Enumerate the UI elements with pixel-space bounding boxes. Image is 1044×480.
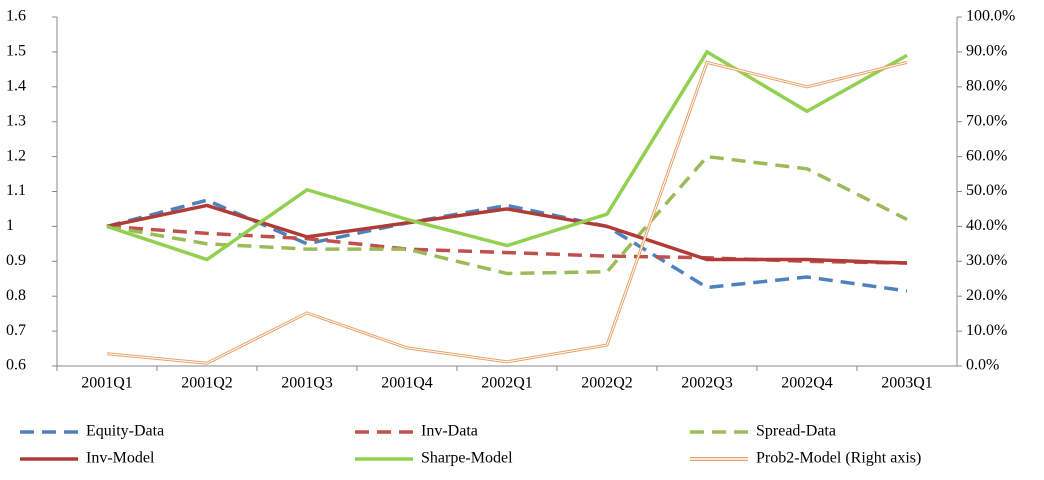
y2-tick-label: 30.0% xyxy=(966,252,1007,269)
y2-tick-label: 90.0% xyxy=(966,43,1007,60)
series-line-inner xyxy=(106,61,908,364)
y-tick-label: 0.9 xyxy=(6,252,26,269)
legend-label: Sharpe-Model xyxy=(421,450,513,467)
y2-tick-label: 60.0% xyxy=(966,147,1007,164)
x-tick-label: 2001Q1 xyxy=(81,375,133,392)
legend-label: Inv-Model xyxy=(86,450,155,467)
y2-tick-label: 40.0% xyxy=(966,217,1007,234)
x-tick-label: 2001Q2 xyxy=(181,375,233,392)
x-tick-label: 2001Q3 xyxy=(281,375,333,392)
series-line xyxy=(106,203,908,265)
x-tick-label: 2002Q3 xyxy=(681,375,733,392)
y-tick-label: 1.5 xyxy=(6,43,26,60)
y2-tick-label: 50.0% xyxy=(966,182,1007,199)
y-tick-label: 1.6 xyxy=(6,8,26,25)
y-tick-label: 1.3 xyxy=(6,112,26,129)
legend-label: Spread-Data xyxy=(756,423,836,440)
y2-tick-label: 100.0% xyxy=(966,8,1015,25)
x-tick-label: 2003Q1 xyxy=(881,375,933,392)
axes xyxy=(56,17,958,367)
x-tick-label: 2002Q2 xyxy=(581,375,633,392)
y-tick-label: 0.8 xyxy=(6,287,26,304)
y2-tick-label: 10.0% xyxy=(966,322,1007,339)
y2-tick-label: 0.0% xyxy=(966,357,999,374)
y2-tick-label: 70.0% xyxy=(966,112,1007,129)
series-line xyxy=(106,154,908,276)
y-tick-label: 1 xyxy=(6,217,14,234)
y-tick-label: 0.6 xyxy=(6,357,26,374)
legend-label: Inv-Data xyxy=(421,423,478,440)
y2-tick-label: 20.0% xyxy=(966,287,1007,304)
series-line xyxy=(106,49,908,262)
y2-tick-label: 80.0% xyxy=(966,77,1007,94)
y-tick-label: 0.7 xyxy=(6,322,26,339)
legend-label: Equity-Data xyxy=(86,423,164,440)
legend-label: Prob2-Model (Right axis) xyxy=(756,450,921,467)
x-tick-label: 2002Q4 xyxy=(781,375,833,392)
y-tick-label: 1.1 xyxy=(6,182,26,199)
y-tick-label: 1.2 xyxy=(6,147,26,164)
x-tick-label: 2002Q1 xyxy=(481,375,533,392)
x-tick-label: 2001Q4 xyxy=(381,375,433,392)
y-tick-label: 1.4 xyxy=(6,77,26,94)
